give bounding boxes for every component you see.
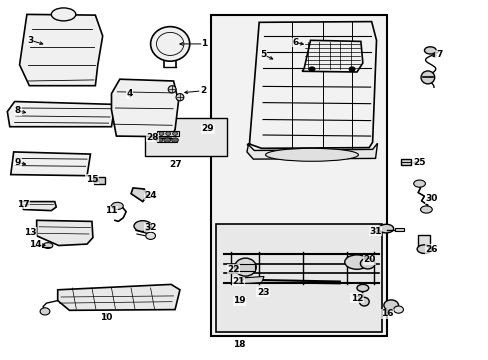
Ellipse shape bbox=[413, 180, 425, 187]
Text: 28: 28 bbox=[146, 133, 159, 142]
Bar bbox=[94, 177, 104, 184]
Bar bbox=[216, 224, 382, 332]
Text: 24: 24 bbox=[144, 191, 157, 199]
Text: 22: 22 bbox=[227, 265, 240, 274]
Text: 17: 17 bbox=[17, 200, 30, 209]
Text: 4: 4 bbox=[126, 89, 133, 98]
Ellipse shape bbox=[359, 297, 368, 306]
Bar bbox=[394, 228, 403, 231]
Ellipse shape bbox=[344, 255, 368, 269]
Ellipse shape bbox=[111, 202, 123, 210]
Bar bbox=[417, 235, 429, 246]
Ellipse shape bbox=[159, 132, 163, 135]
Ellipse shape bbox=[145, 232, 155, 239]
Bar bbox=[235, 264, 255, 271]
Text: 23: 23 bbox=[256, 288, 269, 297]
Ellipse shape bbox=[168, 86, 176, 93]
Text: 1: 1 bbox=[201, 40, 207, 49]
Ellipse shape bbox=[424, 47, 435, 54]
Bar bbox=[400, 159, 410, 165]
Text: 18: 18 bbox=[233, 341, 245, 349]
Text: 5: 5 bbox=[260, 50, 265, 59]
Text: 12: 12 bbox=[350, 294, 363, 302]
Bar bbox=[144, 118, 226, 156]
Text: 27: 27 bbox=[169, 161, 182, 169]
Polygon shape bbox=[37, 220, 93, 246]
Ellipse shape bbox=[420, 206, 431, 213]
Bar bbox=[157, 131, 179, 136]
Polygon shape bbox=[20, 14, 102, 86]
Bar bbox=[211, 15, 386, 336]
Bar bbox=[157, 138, 177, 142]
Ellipse shape bbox=[420, 71, 434, 84]
Text: 31: 31 bbox=[368, 227, 381, 236]
Ellipse shape bbox=[176, 94, 183, 101]
Polygon shape bbox=[111, 79, 178, 137]
Ellipse shape bbox=[93, 179, 99, 183]
Polygon shape bbox=[20, 202, 56, 211]
Polygon shape bbox=[238, 276, 264, 284]
Ellipse shape bbox=[134, 221, 151, 231]
Text: 19: 19 bbox=[233, 296, 245, 305]
Text: 7: 7 bbox=[435, 50, 442, 59]
Polygon shape bbox=[131, 188, 146, 202]
Text: 8: 8 bbox=[15, 107, 21, 115]
Ellipse shape bbox=[348, 67, 354, 71]
Ellipse shape bbox=[43, 243, 53, 248]
Ellipse shape bbox=[308, 67, 314, 71]
Text: 3: 3 bbox=[27, 36, 33, 45]
Ellipse shape bbox=[416, 245, 431, 253]
Ellipse shape bbox=[356, 284, 368, 292]
Polygon shape bbox=[302, 40, 362, 72]
Ellipse shape bbox=[378, 224, 393, 233]
Text: 20: 20 bbox=[363, 256, 375, 264]
Text: 29: 29 bbox=[201, 124, 214, 133]
Ellipse shape bbox=[150, 27, 189, 61]
Ellipse shape bbox=[51, 8, 76, 21]
Text: 25: 25 bbox=[412, 158, 425, 167]
Polygon shape bbox=[58, 284, 180, 310]
Text: 9: 9 bbox=[15, 158, 21, 167]
Text: 11: 11 bbox=[105, 206, 118, 215]
Text: 32: 32 bbox=[144, 223, 157, 232]
Polygon shape bbox=[7, 102, 115, 127]
Ellipse shape bbox=[165, 132, 170, 135]
Text: 2: 2 bbox=[200, 86, 205, 95]
Text: 10: 10 bbox=[100, 313, 113, 322]
Text: 13: 13 bbox=[24, 228, 37, 237]
Ellipse shape bbox=[40, 308, 50, 315]
Ellipse shape bbox=[156, 138, 163, 142]
Ellipse shape bbox=[393, 306, 403, 313]
Text: 21: 21 bbox=[232, 277, 244, 286]
Text: 14: 14 bbox=[29, 240, 41, 249]
Ellipse shape bbox=[383, 300, 398, 311]
Ellipse shape bbox=[360, 258, 374, 269]
Ellipse shape bbox=[265, 148, 358, 161]
Polygon shape bbox=[246, 143, 377, 159]
Ellipse shape bbox=[171, 138, 178, 142]
Text: 30: 30 bbox=[424, 194, 437, 203]
Text: 16: 16 bbox=[380, 309, 393, 318]
Text: 15: 15 bbox=[85, 175, 98, 184]
Text: 6: 6 bbox=[292, 38, 298, 47]
Ellipse shape bbox=[234, 258, 256, 276]
Polygon shape bbox=[11, 152, 90, 176]
Ellipse shape bbox=[163, 138, 170, 142]
Ellipse shape bbox=[172, 132, 177, 135]
Text: 26: 26 bbox=[424, 245, 437, 253]
